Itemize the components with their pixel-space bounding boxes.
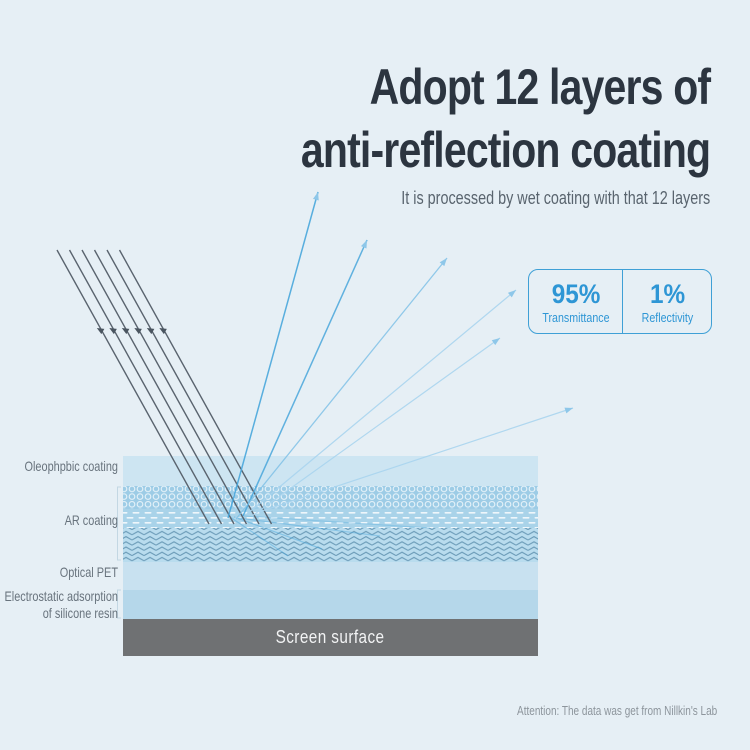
label-electrostatic-line2: of silicone resin <box>42 605 118 621</box>
screen-surface-bar: Screen surface <box>123 619 538 656</box>
layer-brackets <box>117 486 121 619</box>
stat-transmittance-value: 95% <box>551 279 600 309</box>
page-subtitle: It is processed by wet coating with that… <box>401 188 710 208</box>
screen-surface-label: Screen surface <box>276 627 385 647</box>
layer-ar-dashes <box>123 509 538 528</box>
incident-ray-arrowheads <box>96 328 167 335</box>
incident-rays <box>56 249 273 525</box>
layer-electrostatic <box>123 590 538 619</box>
layer-optical-pet <box>123 562 538 590</box>
stats-box: 95% Transmittance 1% Reflectivity <box>528 269 712 334</box>
label-optical-pet: Optical PET <box>59 564 118 580</box>
page-title-line1: Adopt 12 layers of <box>369 59 710 115</box>
label-electrostatic-adsorption: Electrostatic adsorption of silicone res… <box>0 588 118 622</box>
stat-reflectivity: 1% Reflectivity <box>623 270 711 333</box>
layer-ar-chevron <box>123 528 538 562</box>
reflected-ray-arrowheads <box>312 192 573 414</box>
page-title-line2: anti-reflection coating <box>300 122 711 178</box>
footer-note: Attention: The data was get from Nillkin… <box>516 704 717 718</box>
label-ar-coating: AR coating <box>64 512 118 528</box>
reflected-rays <box>227 191 574 520</box>
stat-transmittance: 95% Transmittance <box>529 270 624 333</box>
layer-stack <box>123 456 538 619</box>
label-oleophobic-coating: Oleophpbic coating <box>24 458 118 474</box>
stat-reflectivity-label: Reflectivity <box>641 310 693 325</box>
stat-transmittance-label: Transmittance <box>541 310 610 325</box>
refracted-rays <box>229 515 431 557</box>
label-electrostatic-line1: Electrostatic adsorption <box>4 588 118 604</box>
page-title: Adopt 12 layers of anti-reflection coati… <box>300 56 711 182</box>
layer-ar-circles <box>123 486 538 509</box>
stat-reflectivity-value: 1% <box>649 279 685 309</box>
